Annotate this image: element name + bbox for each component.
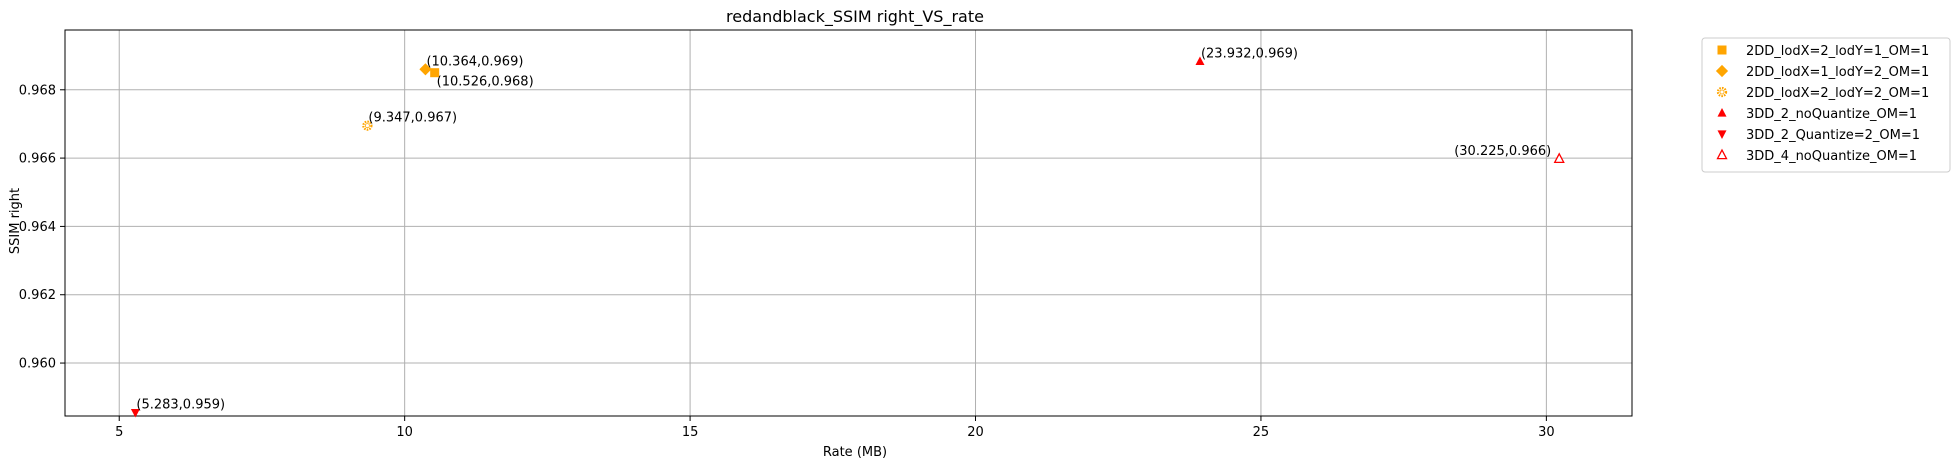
- data-point: [419, 63, 432, 76]
- y-tick-label: 0.964: [19, 220, 56, 235]
- legend-marker: [1717, 130, 1727, 139]
- plot-frame: [64, 29, 1633, 417]
- data-point: [362, 120, 373, 131]
- legend-entry-label: 3DD_4_noQuantize_OM=1: [1746, 149, 1917, 164]
- legend-entry-label: 3DD_2_Quantize=2_OM=1: [1746, 128, 1920, 143]
- data-point: [1553, 152, 1565, 164]
- gear-marker-ring: [1716, 86, 1728, 98]
- gear-marker-hub: [364, 123, 370, 129]
- x-tick-label: 15: [682, 425, 699, 440]
- x-tick-label: 10: [396, 425, 413, 440]
- x-tick-label: 5: [115, 425, 123, 440]
- data-point: [430, 68, 440, 78]
- axes: [60, 29, 1633, 421]
- y-tick-label: 0.968: [19, 83, 56, 98]
- legend-marker: [1717, 108, 1727, 117]
- y-tick-label: 0.966: [19, 152, 56, 167]
- legend-marker: [1716, 86, 1728, 98]
- legend-box: [1701, 37, 1951, 173]
- grid-lines: [65, 30, 1632, 416]
- point-annotation: (10.364,0.969): [426, 54, 523, 69]
- legend-entry-label: 2DD_lodX=2_lodY=2_OM=1: [1746, 86, 1929, 101]
- x-tick-label: 20: [967, 425, 984, 440]
- legend-marker: [1717, 45, 1727, 55]
- legend-marker: [1716, 148, 1728, 160]
- legend: 2DD_lodX=2_lodY=1_OM=1 2DD_lodX=1_lodY=2_…: [1701, 37, 1951, 173]
- x-tick-label: 30: [1538, 425, 1555, 440]
- tick-labels: 5 10 15 20 25 30 0.960 0.962 0.964 0.966 0.968: [19, 83, 1555, 440]
- y-axis-label: SSIM right: [8, 188, 23, 254]
- data-points: [130, 56, 1565, 418]
- gear-marker-ring: [362, 120, 373, 131]
- data-point: [1195, 56, 1205, 66]
- legend-entry-label: 2DD_lodX=2_lodY=1_OM=1: [1746, 44, 1929, 59]
- point-annotation: (30.225,0.966): [1454, 144, 1551, 159]
- data-point: [130, 408, 140, 418]
- point-annotation: (9.347,0.967): [368, 111, 457, 126]
- point-annotation: (10.526,0.968): [437, 75, 534, 90]
- y-tick-label: 0.960: [19, 357, 56, 372]
- chart-title: redandblack_SSIM right_VS_rate: [726, 7, 984, 27]
- y-tick-label: 0.962: [19, 288, 56, 303]
- legend-entry-label: 2DD_lodX=1_lodY=2_OM=1: [1746, 65, 1929, 80]
- point-annotation: (23.932,0.969): [1201, 46, 1298, 61]
- x-tick-label: 25: [1253, 425, 1270, 440]
- gear-marker-hub: [1719, 89, 1725, 95]
- legend-entry-label: 3DD_2_noQuantize_OM=1: [1746, 107, 1917, 122]
- x-axis-label: Rate (MB): [823, 445, 887, 460]
- point-annotation: (5.283,0.959): [136, 398, 225, 413]
- legend-marker: [1715, 64, 1729, 78]
- data-labels: (10.526,0.968) (10.364,0.969) (9.347,0.967…: [136, 46, 1551, 412]
